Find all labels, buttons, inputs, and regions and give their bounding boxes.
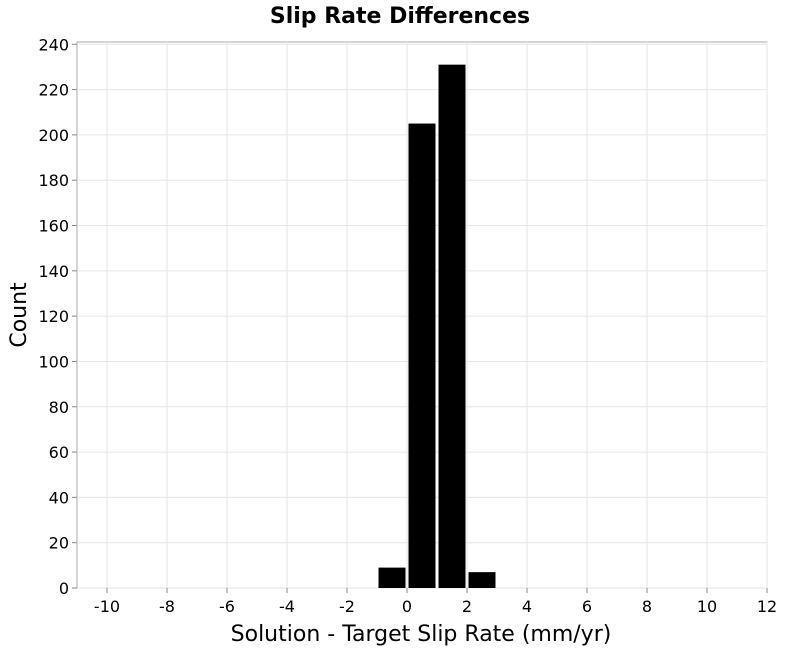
y-axis-label: Count — [7, 282, 32, 348]
y-tick-label: 160 — [38, 217, 69, 236]
y-tick-label: 40 — [49, 488, 69, 507]
bars — [378, 64, 496, 589]
x-tick-label: 8 — [642, 597, 652, 616]
x-tick-label: 0 — [402, 597, 412, 616]
x-axis-label: Solution - Target Slip Rate (mm/yr) — [231, 622, 612, 647]
x-tick-label: 12 — [757, 597, 777, 616]
x-tick-label: -10 — [94, 597, 120, 616]
histogram-bar — [378, 567, 406, 588]
x-tick-label: 4 — [522, 597, 532, 616]
y-tick-label: 140 — [38, 262, 69, 281]
y-tick-label: 120 — [38, 307, 69, 326]
y-tick-label: 220 — [38, 81, 69, 100]
y-tick-label: 100 — [38, 352, 69, 371]
x-tick-label: -2 — [339, 597, 355, 616]
x-tick-label: -4 — [279, 597, 295, 616]
x-tick-label: -6 — [219, 597, 235, 616]
histogram-bar — [438, 64, 466, 589]
y-tick-label: 20 — [49, 534, 69, 553]
histogram-bar — [408, 123, 436, 588]
y-tick-label: 200 — [38, 126, 69, 145]
y-tick-label: 80 — [49, 398, 69, 417]
chart-title: Slip Rate Differences — [270, 4, 530, 29]
y-tick-label: 0 — [59, 579, 69, 598]
x-tick-label: 2 — [462, 597, 472, 616]
y-axis-ticks: 0 20 40 60 80 100 120 140 160 180 200 220 240 — [38, 35, 77, 598]
y-tick-label: 180 — [38, 171, 69, 190]
y-tick-label: 240 — [38, 35, 69, 54]
y-tick-label: 60 — [49, 443, 69, 462]
x-tick-label: -8 — [159, 597, 175, 616]
x-tick-label: 10 — [697, 597, 717, 616]
histogram-bar — [468, 572, 496, 588]
x-axis-ticks: -10 -8 -6 -4 -2 0 2 4 6 8 10 12 — [94, 588, 777, 616]
x-tick-label: 6 — [582, 597, 592, 616]
